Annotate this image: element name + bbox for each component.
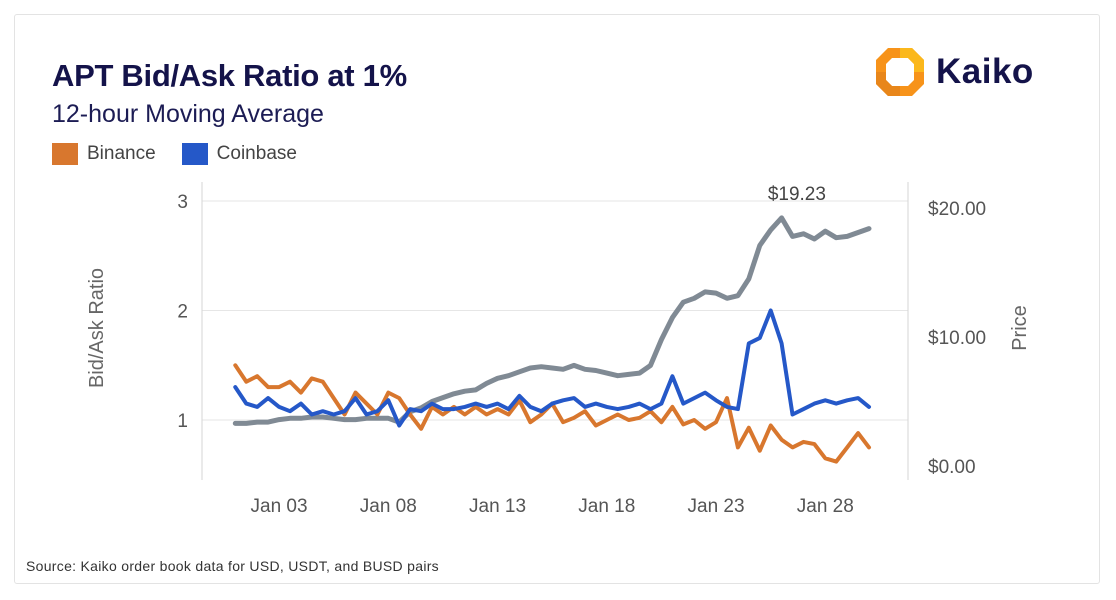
grid-layer — [202, 200, 908, 421]
x-tick-label: Jan 23 — [688, 496, 745, 517]
coinbase-line — [233, 308, 871, 428]
chart-subtitle: 12-hour Moving Average — [52, 100, 324, 128]
x-tick-label: Jan 03 — [251, 496, 308, 517]
legend-label-binance: Binance — [87, 143, 156, 164]
y-axis-title: Bid/Ask Ratio — [86, 268, 108, 388]
y-tick-label: 3 — [177, 192, 188, 213]
y2-tick-label: $10.00 — [928, 328, 986, 349]
price-line — [232, 215, 872, 426]
y2-tick-label: $0.00 — [928, 457, 976, 478]
y2-axis-title: Price — [1009, 305, 1031, 351]
label-layer: 3 2 1 $20.00 $10.00 $0.00 Jan 03 Jan 08 Jan 13 Ja… — [86, 184, 1031, 517]
legend-item-binance[interactable]: Binance — [52, 143, 156, 165]
kaiko-logo-icon — [876, 48, 924, 96]
chart-card — [14, 14, 1100, 584]
x-tick-label: Jan 13 — [469, 496, 526, 517]
legend-swatch-binance — [52, 143, 78, 165]
x-tick-label: Jan 28 — [797, 496, 854, 517]
kaiko-logo: Kaiko — [874, 46, 1034, 98]
legend-item-coinbase[interactable]: Coinbase — [181, 143, 297, 165]
y-tick-label: 2 — [177, 302, 188, 323]
legend: Binance Coinbase — [52, 143, 323, 165]
chart-title: APT Bid/Ask Ratio at 1% — [52, 58, 407, 93]
legend-swatch-coinbase — [181, 143, 208, 165]
y2-tick-label: $20.00 — [928, 199, 986, 220]
axis-layer — [201, 182, 909, 480]
series-layer — [232, 215, 872, 464]
price-peak-annotation: $19.23 — [768, 184, 826, 205]
y-tick-label: 1 — [177, 411, 188, 432]
x-tick-label: Jan 08 — [360, 496, 417, 517]
x-tick-label: Jan 18 — [578, 496, 635, 517]
legend-label-coinbase: Coinbase — [216, 143, 297, 164]
kaiko-logo-text: Kaiko — [936, 52, 1034, 91]
source-note: Source: Kaiko order book data for USD, U… — [26, 558, 439, 574]
